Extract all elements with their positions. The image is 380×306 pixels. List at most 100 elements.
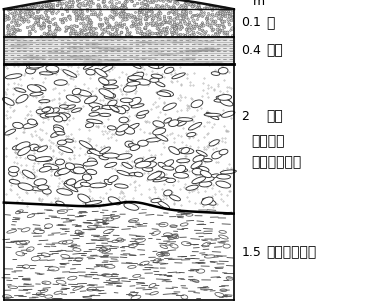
Ellipse shape [172, 73, 185, 79]
Ellipse shape [80, 182, 90, 186]
Ellipse shape [125, 123, 139, 131]
Ellipse shape [27, 65, 39, 69]
Ellipse shape [211, 72, 220, 75]
Ellipse shape [162, 160, 174, 168]
Ellipse shape [13, 122, 23, 129]
Polygon shape [4, 0, 234, 9]
Ellipse shape [47, 69, 59, 74]
Ellipse shape [70, 169, 79, 174]
Ellipse shape [220, 170, 236, 174]
Ellipse shape [67, 164, 84, 170]
Ellipse shape [199, 166, 209, 172]
Ellipse shape [157, 201, 169, 209]
Ellipse shape [169, 120, 179, 126]
Ellipse shape [43, 189, 51, 194]
Ellipse shape [23, 122, 38, 129]
Ellipse shape [134, 172, 143, 177]
Ellipse shape [209, 140, 219, 146]
Ellipse shape [127, 81, 140, 86]
Ellipse shape [85, 201, 102, 205]
Ellipse shape [212, 151, 223, 159]
Ellipse shape [218, 68, 228, 74]
Ellipse shape [137, 111, 149, 115]
Ellipse shape [40, 72, 53, 75]
Ellipse shape [44, 107, 54, 114]
Ellipse shape [121, 105, 129, 111]
Ellipse shape [157, 91, 171, 97]
Ellipse shape [8, 166, 19, 173]
Ellipse shape [109, 106, 119, 112]
Ellipse shape [56, 201, 64, 205]
Ellipse shape [151, 199, 161, 203]
Ellipse shape [86, 123, 94, 128]
Ellipse shape [116, 130, 125, 135]
Ellipse shape [66, 166, 77, 170]
Ellipse shape [134, 158, 143, 163]
Ellipse shape [5, 129, 16, 135]
Ellipse shape [207, 174, 219, 179]
Text: 0.1: 0.1 [241, 17, 261, 29]
Ellipse shape [16, 142, 30, 150]
Ellipse shape [164, 118, 171, 123]
Ellipse shape [17, 147, 31, 155]
Ellipse shape [25, 67, 35, 74]
Ellipse shape [9, 171, 17, 176]
Ellipse shape [40, 166, 51, 172]
Ellipse shape [111, 105, 121, 112]
Ellipse shape [108, 197, 121, 205]
Ellipse shape [203, 159, 212, 162]
Text: m: m [253, 0, 265, 8]
Ellipse shape [39, 100, 50, 103]
Ellipse shape [83, 161, 98, 166]
Ellipse shape [86, 69, 95, 75]
Ellipse shape [147, 172, 162, 180]
Ellipse shape [64, 105, 76, 109]
Polygon shape [4, 208, 234, 300]
Ellipse shape [150, 78, 159, 82]
Ellipse shape [104, 179, 112, 185]
Ellipse shape [84, 96, 97, 104]
Ellipse shape [166, 178, 176, 183]
Ellipse shape [100, 65, 113, 72]
Ellipse shape [18, 183, 33, 190]
Text: 0.4: 0.4 [241, 44, 261, 57]
Text: 亜角～亜円礎: 亜角～亜円礎 [251, 155, 301, 169]
Ellipse shape [79, 141, 92, 149]
Ellipse shape [74, 180, 86, 188]
Ellipse shape [57, 189, 73, 195]
Ellipse shape [128, 144, 140, 148]
Ellipse shape [147, 63, 159, 69]
Ellipse shape [49, 108, 59, 114]
Ellipse shape [131, 63, 141, 69]
Ellipse shape [117, 170, 131, 176]
Ellipse shape [199, 181, 212, 187]
Ellipse shape [43, 164, 59, 170]
Ellipse shape [29, 64, 44, 68]
Ellipse shape [5, 74, 22, 79]
Ellipse shape [186, 185, 198, 190]
Ellipse shape [87, 149, 96, 154]
Text: 中礎: 中礎 [266, 109, 283, 123]
Ellipse shape [191, 100, 203, 108]
Ellipse shape [57, 113, 67, 121]
Ellipse shape [130, 145, 139, 151]
Text: 大～中礎: 大～中礎 [251, 134, 284, 148]
Ellipse shape [78, 194, 90, 203]
Ellipse shape [218, 95, 231, 100]
Ellipse shape [102, 105, 119, 110]
Ellipse shape [177, 118, 193, 121]
Ellipse shape [95, 69, 107, 77]
Ellipse shape [187, 132, 196, 137]
Ellipse shape [124, 85, 136, 92]
Text: 粘土: 粘土 [266, 43, 283, 58]
Ellipse shape [156, 171, 165, 177]
Ellipse shape [55, 113, 70, 119]
Ellipse shape [59, 105, 68, 108]
Ellipse shape [153, 128, 166, 135]
Ellipse shape [27, 155, 36, 160]
Ellipse shape [153, 177, 169, 182]
Ellipse shape [177, 168, 188, 172]
Ellipse shape [34, 179, 47, 185]
Polygon shape [4, 9, 234, 37]
Ellipse shape [116, 154, 132, 159]
